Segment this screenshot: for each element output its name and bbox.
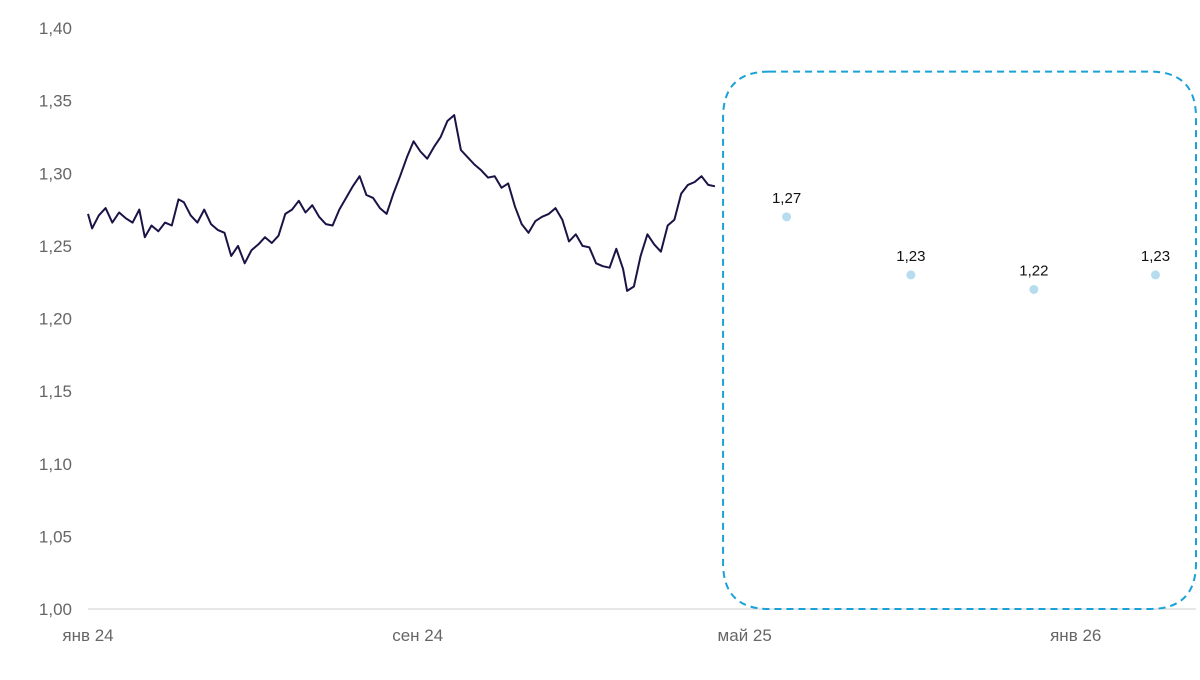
forecast-data-label: 1,22 (1019, 262, 1048, 279)
forecast-series: 1,27 1,23 1,22 1,23 (772, 190, 1170, 294)
y-tick-label: 1,30 (39, 164, 72, 183)
y-axis-ticks: 1,00 1,05 1,10 1,15 1,20 1,25 1,30 1,35 1,40 (39, 19, 72, 619)
y-tick-label: 1,35 (39, 92, 72, 111)
x-tick-label: май 25 (718, 626, 772, 645)
x-axis-ticks: янв 24 сен 24 май 25 янв 26 (62, 626, 1101, 645)
x-tick-label: сен 24 (392, 626, 443, 645)
forecast-point (782, 212, 792, 222)
forecast-point (906, 270, 916, 280)
y-tick-label: 1,20 (39, 310, 72, 329)
history-series-line (87, 114, 716, 292)
x-tick-label: янв 26 (1050, 626, 1101, 645)
y-tick-label: 1,40 (39, 19, 72, 38)
y-tick-label: 1,15 (39, 382, 72, 401)
y-tick-label: 1,10 (39, 455, 72, 474)
forecast-point (1029, 284, 1039, 294)
forecast-point (1150, 270, 1160, 280)
y-tick-label: 1,00 (39, 600, 72, 619)
y-tick-label: 1,25 (39, 237, 72, 256)
forecast-region-box (722, 70, 1197, 610)
forecast-data-label: 1,23 (1141, 248, 1170, 265)
x-tick-label: янв 24 (62, 626, 113, 645)
forecast-data-label: 1,27 (772, 190, 801, 207)
y-tick-label: 1,05 (39, 527, 72, 546)
forecast-data-label: 1,23 (896, 248, 925, 265)
